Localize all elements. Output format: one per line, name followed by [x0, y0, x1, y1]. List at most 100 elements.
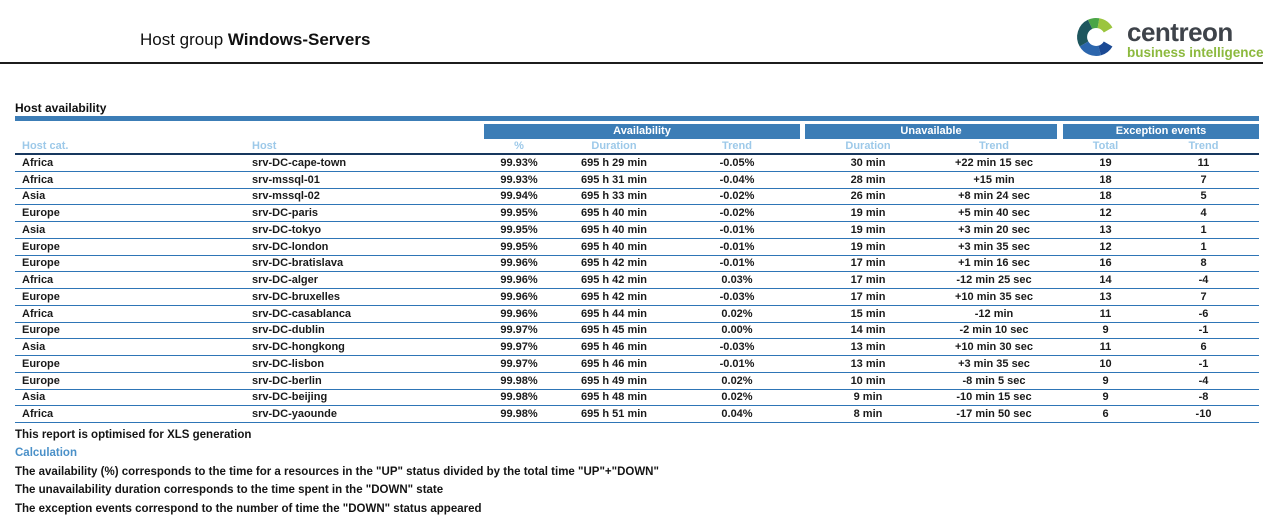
cell-host: srv-DC-dublin	[252, 324, 325, 337]
table-row: Africa srv-mssql-01 99.93% 695 h 31 min …	[15, 172, 1259, 189]
group-header-exception-events: Exception events	[1063, 124, 1259, 139]
cell-availability-trend: -0.01%	[719, 240, 755, 253]
cell-availability-trend: -0.04%	[719, 173, 755, 186]
cell-events-total: 10	[1099, 357, 1112, 370]
cell-events-trend: -8	[1198, 391, 1209, 404]
cell-host: srv-mssql-01	[252, 173, 320, 186]
cell-availability-pct: 99.94%	[500, 190, 538, 203]
table-group-header-row: Availability Unavailable Exception event…	[15, 124, 1259, 139]
cell-availability-duration: 695 h 46 min	[580, 341, 648, 354]
footer-notes: This report is optimised for XLS generat…	[15, 426, 659, 518]
note-exception: The exception events correspond to the n…	[15, 502, 482, 515]
cell-availability-duration: 695 h 40 min	[580, 223, 648, 236]
cell-host: srv-DC-bruxelles	[252, 290, 341, 303]
cell-events-trend: 8	[1200, 257, 1207, 270]
cell-unavailable-duration: 13 min	[850, 341, 886, 354]
table-row: Africa srv-DC-yaounde 99.98% 695 h 51 mi…	[15, 406, 1259, 423]
cell-events-trend: -1	[1198, 357, 1209, 370]
cell-events-total: 13	[1099, 223, 1112, 236]
cell-events-total: 14	[1099, 274, 1112, 287]
column-header-events-total: Total	[1092, 140, 1119, 152]
cell-events-total: 9	[1102, 324, 1109, 337]
cell-availability-duration: 695 h 51 min	[580, 408, 648, 421]
centreon-logo-text: centreon business intelligence	[1127, 19, 1264, 60]
cell-availability-pct: 99.95%	[500, 207, 538, 220]
cell-host-cat: Europe	[22, 257, 60, 270]
cell-unavailable-duration: 17 min	[850, 274, 886, 287]
cell-unavailable-trend: +3 min 20 sec	[958, 223, 1030, 236]
column-header-unavailable-duration: Duration	[845, 140, 891, 152]
cell-events-trend: 5	[1200, 190, 1207, 203]
cell-availability-duration: 695 h 42 min	[580, 274, 648, 287]
table-row: Asia srv-DC-tokyo 99.95% 695 h 40 min -0…	[15, 222, 1259, 239]
page-title-hostgroup: Windows-Servers	[227, 30, 371, 49]
cell-unavailable-trend: +3 min 35 sec	[958, 357, 1030, 370]
cell-unavailable-duration: 19 min	[850, 240, 886, 253]
cell-availability-pct: 99.93%	[500, 156, 538, 169]
cell-events-total: 6	[1102, 408, 1109, 421]
cell-host: srv-DC-beijing	[252, 391, 328, 404]
cell-host-cat: Africa	[22, 156, 54, 169]
cell-availability-duration: 695 h 40 min	[580, 240, 648, 253]
table-row: Asia srv-DC-beijing 99.98% 695 h 48 min …	[15, 390, 1259, 407]
cell-events-trend: 7	[1200, 290, 1207, 303]
cell-events-total: 13	[1099, 290, 1112, 303]
cell-availability-duration: 695 h 46 min	[580, 357, 648, 370]
cell-availability-trend: -0.03%	[719, 341, 755, 354]
cell-availability-pct: 99.95%	[500, 223, 538, 236]
cell-events-trend: -1	[1198, 324, 1209, 337]
cell-host-cat: Africa	[22, 307, 54, 320]
cell-host-cat: Europe	[22, 290, 60, 303]
cell-availability-trend: 0.02%	[721, 307, 753, 320]
host-availability-table: Availability Unavailable Exception event…	[15, 124, 1259, 423]
cell-events-trend: 6	[1200, 341, 1207, 354]
cell-unavailable-duration: 28 min	[850, 173, 886, 186]
table-row: Africa srv-DC-cape-town 99.93% 695 h 29 …	[15, 155, 1259, 172]
cell-host: srv-DC-bratislava	[252, 257, 344, 270]
column-header-availability-trend: Trend	[722, 140, 752, 152]
cell-unavailable-duration: 17 min	[850, 257, 886, 270]
group-header-availability: Availability	[484, 124, 800, 139]
column-header-availability-pct: %	[514, 140, 524, 152]
cell-availability-duration: 695 h 44 min	[580, 307, 648, 320]
cell-unavailable-trend: -8 min 5 sec	[962, 374, 1026, 387]
cell-unavailable-trend: +8 min 24 sec	[958, 190, 1030, 203]
cell-unavailable-duration: 17 min	[850, 290, 886, 303]
cell-events-total: 12	[1099, 240, 1112, 253]
cell-unavailable-trend: +15 min	[973, 173, 1015, 186]
cell-availability-pct: 99.96%	[500, 290, 538, 303]
cell-events-total: 16	[1099, 257, 1112, 270]
cell-unavailable-trend: -12 min	[974, 307, 1014, 320]
cell-availability-trend: 0.04%	[721, 408, 753, 421]
cell-events-total: 18	[1099, 173, 1112, 186]
cell-availability-pct: 99.96%	[500, 307, 538, 320]
cell-events-total: 9	[1102, 391, 1109, 404]
cell-unavailable-trend: -2 min 10 sec	[959, 324, 1029, 337]
page-title-prefix: Host group	[140, 30, 224, 49]
cell-host-cat: Europe	[22, 324, 60, 337]
group-header-spacer	[15, 124, 484, 139]
cell-host: srv-DC-hongkong	[252, 341, 345, 354]
cell-host-cat: Africa	[22, 274, 54, 287]
column-header-unavailable-trend: Trend	[979, 140, 1009, 152]
table-body: Africa srv-DC-cape-town 99.93% 695 h 29 …	[15, 155, 1259, 423]
cell-availability-trend: -0.01%	[719, 357, 755, 370]
cell-unavailable-duration: 26 min	[850, 190, 886, 203]
cell-unavailable-duration: 19 min	[850, 223, 886, 236]
column-header-availability-duration: Duration	[591, 140, 637, 152]
cell-availability-duration: 695 h 42 min	[580, 257, 648, 270]
table-row: Europe srv-DC-paris 99.95% 695 h 40 min …	[15, 205, 1259, 222]
table-row: Africa srv-DC-alger 99.96% 695 h 42 min …	[15, 272, 1259, 289]
cell-host: srv-DC-london	[252, 240, 329, 253]
cell-host-cat: Europe	[22, 374, 60, 387]
section-title-underline	[15, 116, 1259, 121]
cell-unavailable-duration: 8 min	[853, 408, 883, 421]
cell-host: srv-DC-alger	[252, 274, 319, 287]
cell-host-cat: Asia	[22, 190, 46, 203]
cell-availability-duration: 695 h 33 min	[580, 190, 648, 203]
cell-availability-trend: 0.03%	[721, 274, 753, 287]
cell-events-trend: -10	[1195, 408, 1212, 421]
cell-availability-pct: 99.96%	[500, 257, 538, 270]
cell-events-total: 19	[1099, 156, 1112, 169]
